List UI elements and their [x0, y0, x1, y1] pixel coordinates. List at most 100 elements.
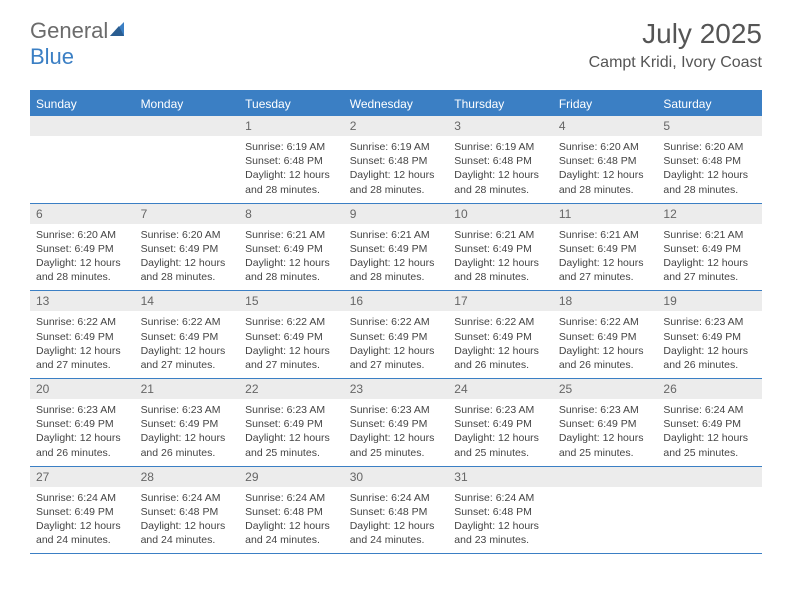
- day-number: 12: [657, 204, 762, 224]
- calendar-cell: 16Sunrise: 6:22 AMSunset: 6:49 PMDayligh…: [344, 291, 449, 378]
- calendar-cell: 13Sunrise: 6:22 AMSunset: 6:49 PMDayligh…: [30, 291, 135, 378]
- calendar-cell: 17Sunrise: 6:22 AMSunset: 6:49 PMDayligh…: [448, 291, 553, 378]
- logo-text-blue: Blue: [30, 44, 74, 69]
- day-number: [657, 467, 762, 487]
- day-info: Sunrise: 6:24 AMSunset: 6:48 PMDaylight:…: [239, 487, 344, 554]
- calendar-cell: 11Sunrise: 6:21 AMSunset: 6:49 PMDayligh…: [553, 204, 658, 291]
- day-info: Sunrise: 6:24 AMSunset: 6:48 PMDaylight:…: [344, 487, 449, 554]
- day-header-cell: Wednesday: [344, 92, 449, 116]
- day-number: 24: [448, 379, 553, 399]
- day-header-cell: Tuesday: [239, 92, 344, 116]
- calendar-cell: [135, 116, 240, 203]
- week-row: 6Sunrise: 6:20 AMSunset: 6:49 PMDaylight…: [30, 204, 762, 292]
- calendar-cell: 20Sunrise: 6:23 AMSunset: 6:49 PMDayligh…: [30, 379, 135, 466]
- logo-sail-icon: [110, 18, 130, 44]
- day-info: Sunrise: 6:20 AMSunset: 6:49 PMDaylight:…: [135, 224, 240, 291]
- day-info: Sunrise: 6:23 AMSunset: 6:49 PMDaylight:…: [30, 399, 135, 466]
- day-header-row: SundayMondayTuesdayWednesdayThursdayFrid…: [30, 92, 762, 116]
- day-info: Sunrise: 6:19 AMSunset: 6:48 PMDaylight:…: [344, 136, 449, 203]
- calendar-cell: 27Sunrise: 6:24 AMSunset: 6:49 PMDayligh…: [30, 467, 135, 554]
- day-number: [553, 467, 658, 487]
- day-number: 19: [657, 291, 762, 311]
- day-number: 7: [135, 204, 240, 224]
- day-info: Sunrise: 6:24 AMSunset: 6:49 PMDaylight:…: [657, 399, 762, 466]
- day-number: 14: [135, 291, 240, 311]
- day-number: 31: [448, 467, 553, 487]
- weeks-container: 1Sunrise: 6:19 AMSunset: 6:48 PMDaylight…: [30, 116, 762, 554]
- day-number: 11: [553, 204, 658, 224]
- calendar-cell: 3Sunrise: 6:19 AMSunset: 6:48 PMDaylight…: [448, 116, 553, 203]
- day-info: Sunrise: 6:21 AMSunset: 6:49 PMDaylight:…: [553, 224, 658, 291]
- calendar-cell: [657, 467, 762, 554]
- day-info: Sunrise: 6:22 AMSunset: 6:49 PMDaylight:…: [553, 311, 658, 378]
- day-number: 21: [135, 379, 240, 399]
- day-number: 10: [448, 204, 553, 224]
- day-info: Sunrise: 6:23 AMSunset: 6:49 PMDaylight:…: [344, 399, 449, 466]
- week-row: 27Sunrise: 6:24 AMSunset: 6:49 PMDayligh…: [30, 467, 762, 555]
- day-info: Sunrise: 6:22 AMSunset: 6:49 PMDaylight:…: [448, 311, 553, 378]
- calendar: SundayMondayTuesdayWednesdayThursdayFrid…: [30, 90, 762, 554]
- calendar-cell: 14Sunrise: 6:22 AMSunset: 6:49 PMDayligh…: [135, 291, 240, 378]
- day-number: 18: [553, 291, 658, 311]
- week-row: 13Sunrise: 6:22 AMSunset: 6:49 PMDayligh…: [30, 291, 762, 379]
- calendar-cell: 15Sunrise: 6:22 AMSunset: 6:49 PMDayligh…: [239, 291, 344, 378]
- day-info: Sunrise: 6:23 AMSunset: 6:49 PMDaylight:…: [135, 399, 240, 466]
- day-info: Sunrise: 6:19 AMSunset: 6:48 PMDaylight:…: [448, 136, 553, 203]
- day-number: 23: [344, 379, 449, 399]
- day-info: Sunrise: 6:23 AMSunset: 6:49 PMDaylight:…: [657, 311, 762, 378]
- day-number: 17: [448, 291, 553, 311]
- day-info: Sunrise: 6:19 AMSunset: 6:48 PMDaylight:…: [239, 136, 344, 203]
- day-header-cell: Friday: [553, 92, 658, 116]
- day-number: 30: [344, 467, 449, 487]
- day-info: Sunrise: 6:21 AMSunset: 6:49 PMDaylight:…: [344, 224, 449, 291]
- day-info: Sunrise: 6:22 AMSunset: 6:49 PMDaylight:…: [239, 311, 344, 378]
- day-number: 29: [239, 467, 344, 487]
- calendar-cell: 4Sunrise: 6:20 AMSunset: 6:48 PMDaylight…: [553, 116, 658, 203]
- calendar-cell: 12Sunrise: 6:21 AMSunset: 6:49 PMDayligh…: [657, 204, 762, 291]
- calendar-cell: 26Sunrise: 6:24 AMSunset: 6:49 PMDayligh…: [657, 379, 762, 466]
- day-number: 1: [239, 116, 344, 136]
- day-info: Sunrise: 6:23 AMSunset: 6:49 PMDaylight:…: [448, 399, 553, 466]
- day-info: Sunrise: 6:20 AMSunset: 6:48 PMDaylight:…: [657, 136, 762, 203]
- header: GeneralBlue July 2025 Campt Kridi, Ivory…: [0, 0, 792, 80]
- calendar-cell: 7Sunrise: 6:20 AMSunset: 6:49 PMDaylight…: [135, 204, 240, 291]
- calendar-cell: 5Sunrise: 6:20 AMSunset: 6:48 PMDaylight…: [657, 116, 762, 203]
- day-info: Sunrise: 6:20 AMSunset: 6:48 PMDaylight:…: [553, 136, 658, 203]
- calendar-cell: 31Sunrise: 6:24 AMSunset: 6:48 PMDayligh…: [448, 467, 553, 554]
- day-header-cell: Monday: [135, 92, 240, 116]
- day-header-cell: Saturday: [657, 92, 762, 116]
- day-number: 6: [30, 204, 135, 224]
- calendar-cell: [553, 467, 658, 554]
- calendar-cell: 8Sunrise: 6:21 AMSunset: 6:49 PMDaylight…: [239, 204, 344, 291]
- calendar-cell: 23Sunrise: 6:23 AMSunset: 6:49 PMDayligh…: [344, 379, 449, 466]
- day-info: Sunrise: 6:22 AMSunset: 6:49 PMDaylight:…: [135, 311, 240, 378]
- day-number: 9: [344, 204, 449, 224]
- calendar-cell: 30Sunrise: 6:24 AMSunset: 6:48 PMDayligh…: [344, 467, 449, 554]
- calendar-cell: 10Sunrise: 6:21 AMSunset: 6:49 PMDayligh…: [448, 204, 553, 291]
- day-info: Sunrise: 6:23 AMSunset: 6:49 PMDaylight:…: [239, 399, 344, 466]
- day-number: 25: [553, 379, 658, 399]
- calendar-cell: 6Sunrise: 6:20 AMSunset: 6:49 PMDaylight…: [30, 204, 135, 291]
- calendar-cell: 22Sunrise: 6:23 AMSunset: 6:49 PMDayligh…: [239, 379, 344, 466]
- calendar-cell: 21Sunrise: 6:23 AMSunset: 6:49 PMDayligh…: [135, 379, 240, 466]
- day-info: Sunrise: 6:24 AMSunset: 6:48 PMDaylight:…: [135, 487, 240, 554]
- calendar-cell: 25Sunrise: 6:23 AMSunset: 6:49 PMDayligh…: [553, 379, 658, 466]
- day-number: [30, 116, 135, 136]
- calendar-cell: 28Sunrise: 6:24 AMSunset: 6:48 PMDayligh…: [135, 467, 240, 554]
- calendar-cell: 18Sunrise: 6:22 AMSunset: 6:49 PMDayligh…: [553, 291, 658, 378]
- day-number: 5: [657, 116, 762, 136]
- week-row: 1Sunrise: 6:19 AMSunset: 6:48 PMDaylight…: [30, 116, 762, 204]
- day-info: Sunrise: 6:20 AMSunset: 6:49 PMDaylight:…: [30, 224, 135, 291]
- day-number: 4: [553, 116, 658, 136]
- day-header-cell: Thursday: [448, 92, 553, 116]
- day-number: 2: [344, 116, 449, 136]
- logo-text: GeneralBlue: [30, 18, 130, 70]
- title-block: July 2025 Campt Kridi, Ivory Coast: [589, 18, 762, 72]
- calendar-cell: [30, 116, 135, 203]
- calendar-cell: 9Sunrise: 6:21 AMSunset: 6:49 PMDaylight…: [344, 204, 449, 291]
- day-info: Sunrise: 6:21 AMSunset: 6:49 PMDaylight:…: [239, 224, 344, 291]
- location: Campt Kridi, Ivory Coast: [589, 54, 762, 72]
- logo: GeneralBlue: [30, 18, 130, 70]
- week-row: 20Sunrise: 6:23 AMSunset: 6:49 PMDayligh…: [30, 379, 762, 467]
- day-info: Sunrise: 6:23 AMSunset: 6:49 PMDaylight:…: [553, 399, 658, 466]
